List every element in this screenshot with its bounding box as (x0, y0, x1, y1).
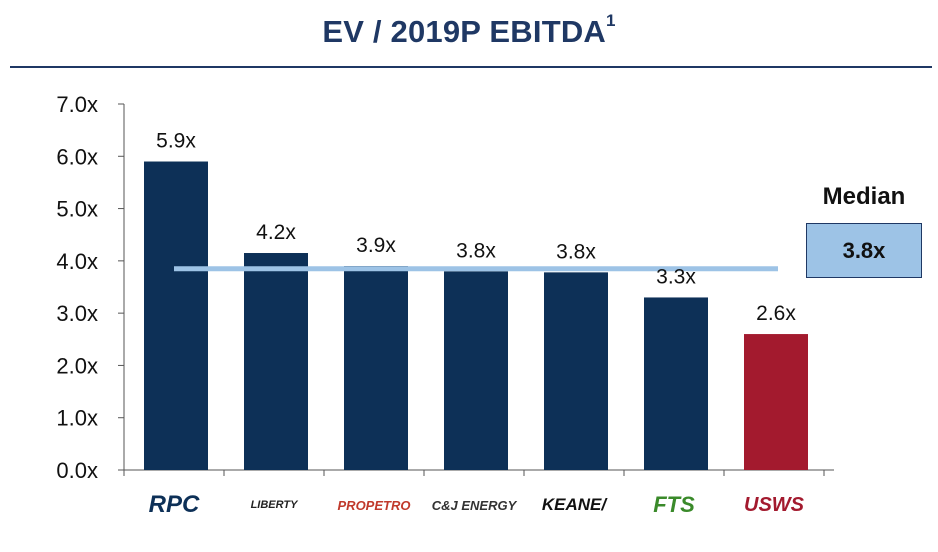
y-tick-label: 6.0x (56, 144, 98, 169)
y-tick-label: 1.0x (56, 406, 98, 431)
cj-energy-logo: C&J ENERGY (424, 488, 524, 522)
bar-liberty (244, 253, 308, 470)
bar-usws (744, 334, 808, 470)
usws-logo-wordmark: USWS (744, 493, 804, 516)
liberty-logo: LIBERTY (224, 488, 324, 522)
median-value-box: 3.8x (806, 223, 922, 278)
rpc-logo: RPC (124, 488, 224, 522)
data-label: 3.8x (456, 239, 496, 262)
chart-title: EV / 2019P EBITDA1 (0, 11, 938, 50)
fts-logo: FTS (624, 488, 724, 522)
keane-logo-wordmark: KEANE/ (541, 495, 607, 514)
data-label: 3.8x (556, 240, 596, 263)
title-divider (10, 66, 932, 68)
data-label: 4.2x (256, 221, 296, 244)
y-tick-label: 0.0x (56, 458, 98, 483)
y-tick-label: 2.0x (56, 353, 98, 378)
median-value: 3.8x (842, 237, 886, 263)
fts-logo-wordmark: FTS (653, 492, 695, 517)
data-label: 5.9x (156, 130, 196, 153)
usws-logo: USWS (724, 488, 824, 522)
y-tick-label: 3.0x (56, 301, 98, 326)
cj-energy-logo-wordmark: C&J ENERGY (431, 497, 517, 513)
data-label: 3.3x (656, 265, 696, 288)
title-footnote: 1 (606, 11, 616, 30)
median-label: Median (822, 183, 906, 210)
keane-logo: KEANE/ (524, 488, 624, 522)
bar-c-j-energy-services (444, 271, 508, 470)
data-label: 3.9x (356, 234, 396, 257)
chart-title-text: EV / 2019P EBITDA (322, 14, 606, 49)
y-tick-label: 7.0x (56, 92, 98, 117)
y-tick-label: 5.0x (56, 197, 98, 222)
propetro-logo-wordmark: PROPETRO (337, 497, 411, 513)
rpc-logo-wordmark: RPC (148, 491, 200, 518)
y-tick-label: 4.0x (56, 249, 98, 274)
bar-propetro (344, 266, 408, 470)
data-label: 2.6x (756, 302, 796, 325)
bar-rpc (144, 161, 208, 470)
liberty-logo-wordmark: LIBERTY (250, 499, 298, 511)
bar-fts (644, 297, 708, 470)
bar-keane (544, 272, 608, 470)
propetro-logo: PROPETRO (324, 488, 424, 522)
